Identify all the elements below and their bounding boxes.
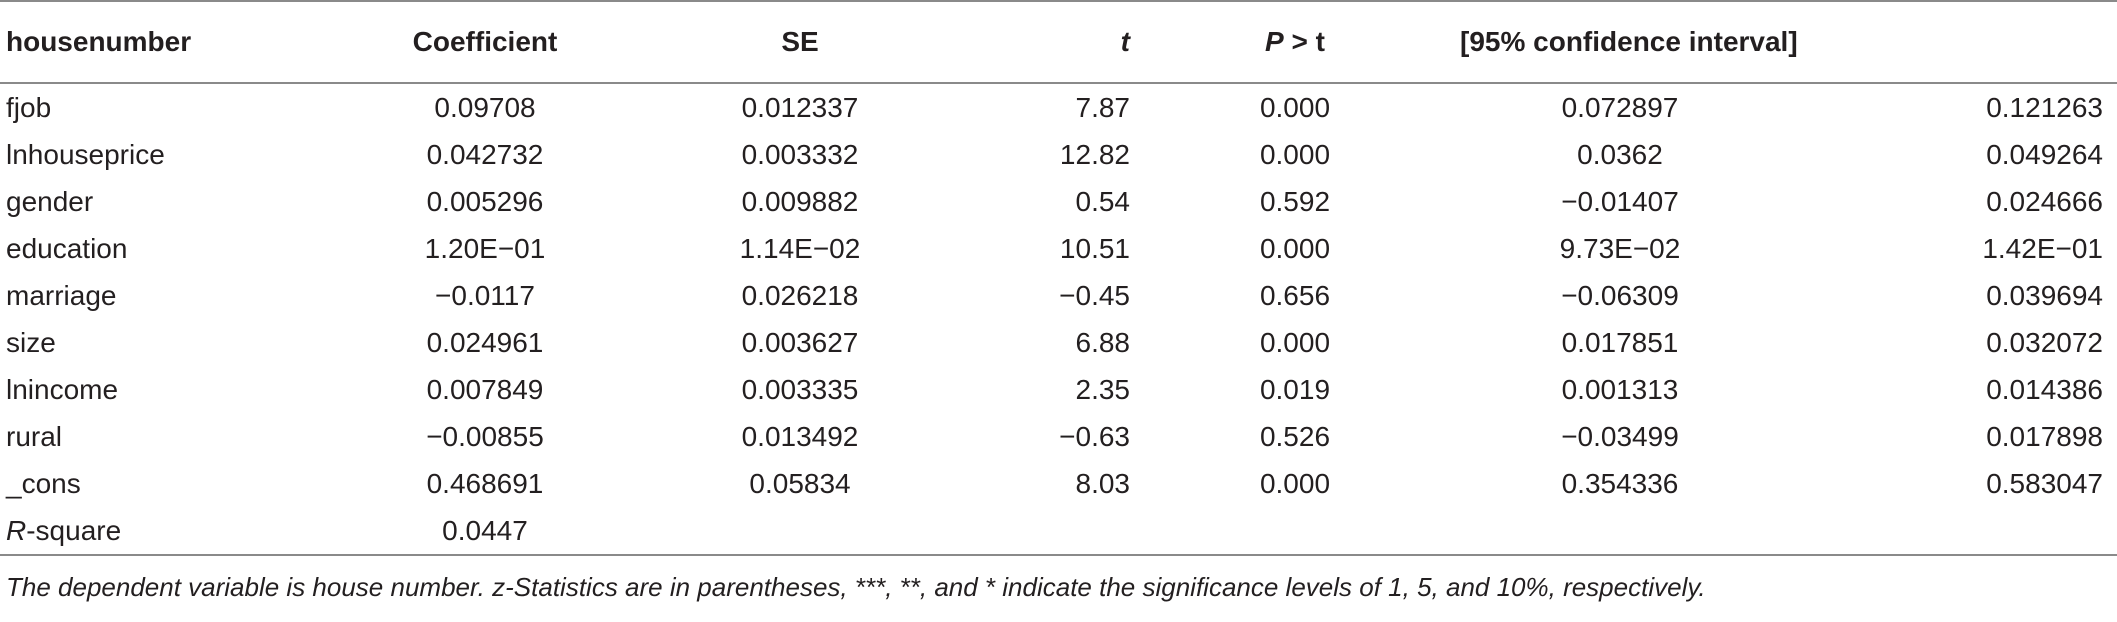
cell-variable: _cons <box>6 467 81 499</box>
cell-t: −0.63 <box>1059 420 1130 452</box>
cell-variable: size <box>6 326 56 358</box>
table-row: gender 0.005296 0.009882 0.54 0.592 −0.01407 0… <box>0 178 2117 225</box>
empty-cell <box>1430 507 1810 556</box>
cell-se: 0.003627 <box>741 326 859 358</box>
cell-variable: gender <box>6 185 94 217</box>
cell-p: 0.000 <box>1259 138 1331 170</box>
cell-coefficient: −0.0117 <box>435 279 535 311</box>
empty-cell <box>640 507 960 556</box>
cell-variable: marriage <box>6 279 117 311</box>
cell-coefficient: 0.09708 <box>434 91 536 123</box>
cell-p: 0.000 <box>1259 232 1331 264</box>
table-row: marriage −0.0117 0.026218 −0.45 0.656 −0.0630… <box>0 272 2117 319</box>
rsquare-label-rest: -square <box>26 514 122 546</box>
cell-coefficient: 0.024961 <box>426 326 544 358</box>
cell-se: 0.05834 <box>749 467 851 499</box>
cell-ci-lower: −0.06309 <box>1561 279 1679 311</box>
cell-ci-upper: 0.024666 <box>1986 185 2103 217</box>
cell-variable: fjob <box>6 91 52 123</box>
rsquare-label: R-square <box>0 507 330 556</box>
table-row: education 1.20E−01 1.14E−02 10.51 0.000 9.73E… <box>0 225 2117 272</box>
cell-ci-lower: 0.072897 <box>1561 91 1679 123</box>
header-row: housenumber Coefficient SE t P > t [95% … <box>0 0 2117 84</box>
header-variable: housenumber <box>0 0 330 84</box>
cell-se: 0.012337 <box>741 91 859 123</box>
header-t: t <box>960 0 1160 84</box>
cell-ci-upper: 0.121263 <box>1986 91 2103 123</box>
empty-cell <box>1810 507 2117 556</box>
table-body: fjob 0.09708 0.012337 7.87 0.000 0.072897 0.12… <box>0 83 2117 556</box>
cell-t: 7.87 <box>1075 91 1131 123</box>
header-p-symbol: P <box>1265 26 1284 57</box>
cell-variable: lnhouseprice <box>6 138 165 170</box>
rsquare-label-symbol: R <box>6 514 27 546</box>
regression-table: housenumber Coefficient SE t P > t [95% … <box>0 0 2117 556</box>
header-se: SE <box>640 0 960 84</box>
empty-cell <box>1160 507 1430 556</box>
header-p-rest: > t <box>1283 26 1325 57</box>
cell-ci-upper: 0.014386 <box>1986 373 2103 405</box>
cell-ci-upper: 0.583047 <box>1986 467 2103 499</box>
cell-ci-lower: −0.03499 <box>1561 420 1679 452</box>
table-footnote: The dependent variable is house number. … <box>6 572 1706 602</box>
cell-t: 2.35 <box>1075 373 1131 405</box>
cell-t: 10.51 <box>1059 232 1130 264</box>
cell-variable: education <box>6 232 128 264</box>
cell-coefficient: 0.042732 <box>426 138 544 170</box>
cell-variable: lnincome <box>6 373 119 405</box>
cell-ci-lower: 9.73E−02 <box>1559 232 1681 264</box>
cell-p: 0.526 <box>1259 420 1331 452</box>
cell-se: 1.14E−02 <box>739 232 861 264</box>
cell-coefficient: −0.00855 <box>426 420 544 452</box>
cell-t: 12.82 <box>1059 138 1130 170</box>
cell-ci-upper: 0.032072 <box>1986 326 2103 358</box>
cell-se: 0.003335 <box>741 373 859 405</box>
cell-t: 8.03 <box>1075 467 1131 499</box>
cell-ci-lower: −0.01407 <box>1561 185 1679 217</box>
cell-coefficient: 0.005296 <box>426 185 544 217</box>
cell-ci-upper: 0.039694 <box>1986 279 2103 311</box>
cell-p: 0.019 <box>1259 373 1331 405</box>
cell-se: 0.003332 <box>741 138 859 170</box>
header-p: P > t <box>1160 0 1430 84</box>
cell-se: 0.013492 <box>741 420 859 452</box>
cell-ci-upper: 1.42E−01 <box>1982 232 2103 264</box>
cell-ci-lower: 0.017851 <box>1561 326 1679 358</box>
cell-ci-lower: 0.0362 <box>1577 138 1663 170</box>
cell-ci-lower: 0.354336 <box>1561 467 1679 499</box>
table-row-rsquare: R-square 0.0447 <box>0 507 2117 556</box>
table-header: housenumber Coefficient SE t P > t [95% … <box>0 0 2117 84</box>
cell-se: 0.026218 <box>741 279 859 311</box>
header-coefficient: Coefficient <box>330 0 640 84</box>
cell-p: 0.000 <box>1259 91 1331 123</box>
cell-ci-lower: 0.001313 <box>1561 373 1679 405</box>
header-confidence-interval: [95% confidence interval] <box>1430 0 2117 84</box>
table-row: fjob 0.09708 0.012337 7.87 0.000 0.072897 0.12… <box>0 83 2117 131</box>
cell-se: 0.009882 <box>741 185 859 217</box>
cell-p: 0.000 <box>1259 467 1331 499</box>
cell-coefficient: 1.20E−01 <box>424 232 546 264</box>
cell-t: 6.88 <box>1075 326 1131 358</box>
cell-ci-upper: 0.049264 <box>1986 138 2103 170</box>
cell-coefficient: 0.007849 <box>426 373 544 405</box>
table-row: _cons 0.468691 0.05834 8.03 0.000 0.354336 0.5… <box>0 460 2117 507</box>
cell-t: 0.54 <box>1075 185 1131 217</box>
cell-p: 0.592 <box>1259 185 1331 217</box>
table-row: rural −0.00855 0.013492 −0.63 0.526 −0.03499 0… <box>0 413 2117 460</box>
cell-t: −0.45 <box>1059 279 1130 311</box>
cell-ci-upper: 0.017898 <box>1986 420 2103 452</box>
cell-coefficient: 0.468691 <box>426 467 544 499</box>
cell-variable: rural <box>6 420 63 452</box>
table-row: lnhouseprice 0.042732 0.003332 12.82 0.000 0.… <box>0 131 2117 178</box>
rsquare-value: 0.0447 <box>330 507 640 556</box>
empty-cell <box>960 507 1160 556</box>
table-row: size 0.024961 0.003627 6.88 0.000 0.017851 0.0… <box>0 319 2117 366</box>
cell-p: 0.000 <box>1259 326 1331 358</box>
table-row: lnincome 0.007849 0.003335 2.35 0.019 0.00131… <box>0 366 2117 413</box>
cell-p: 0.656 <box>1259 279 1331 311</box>
